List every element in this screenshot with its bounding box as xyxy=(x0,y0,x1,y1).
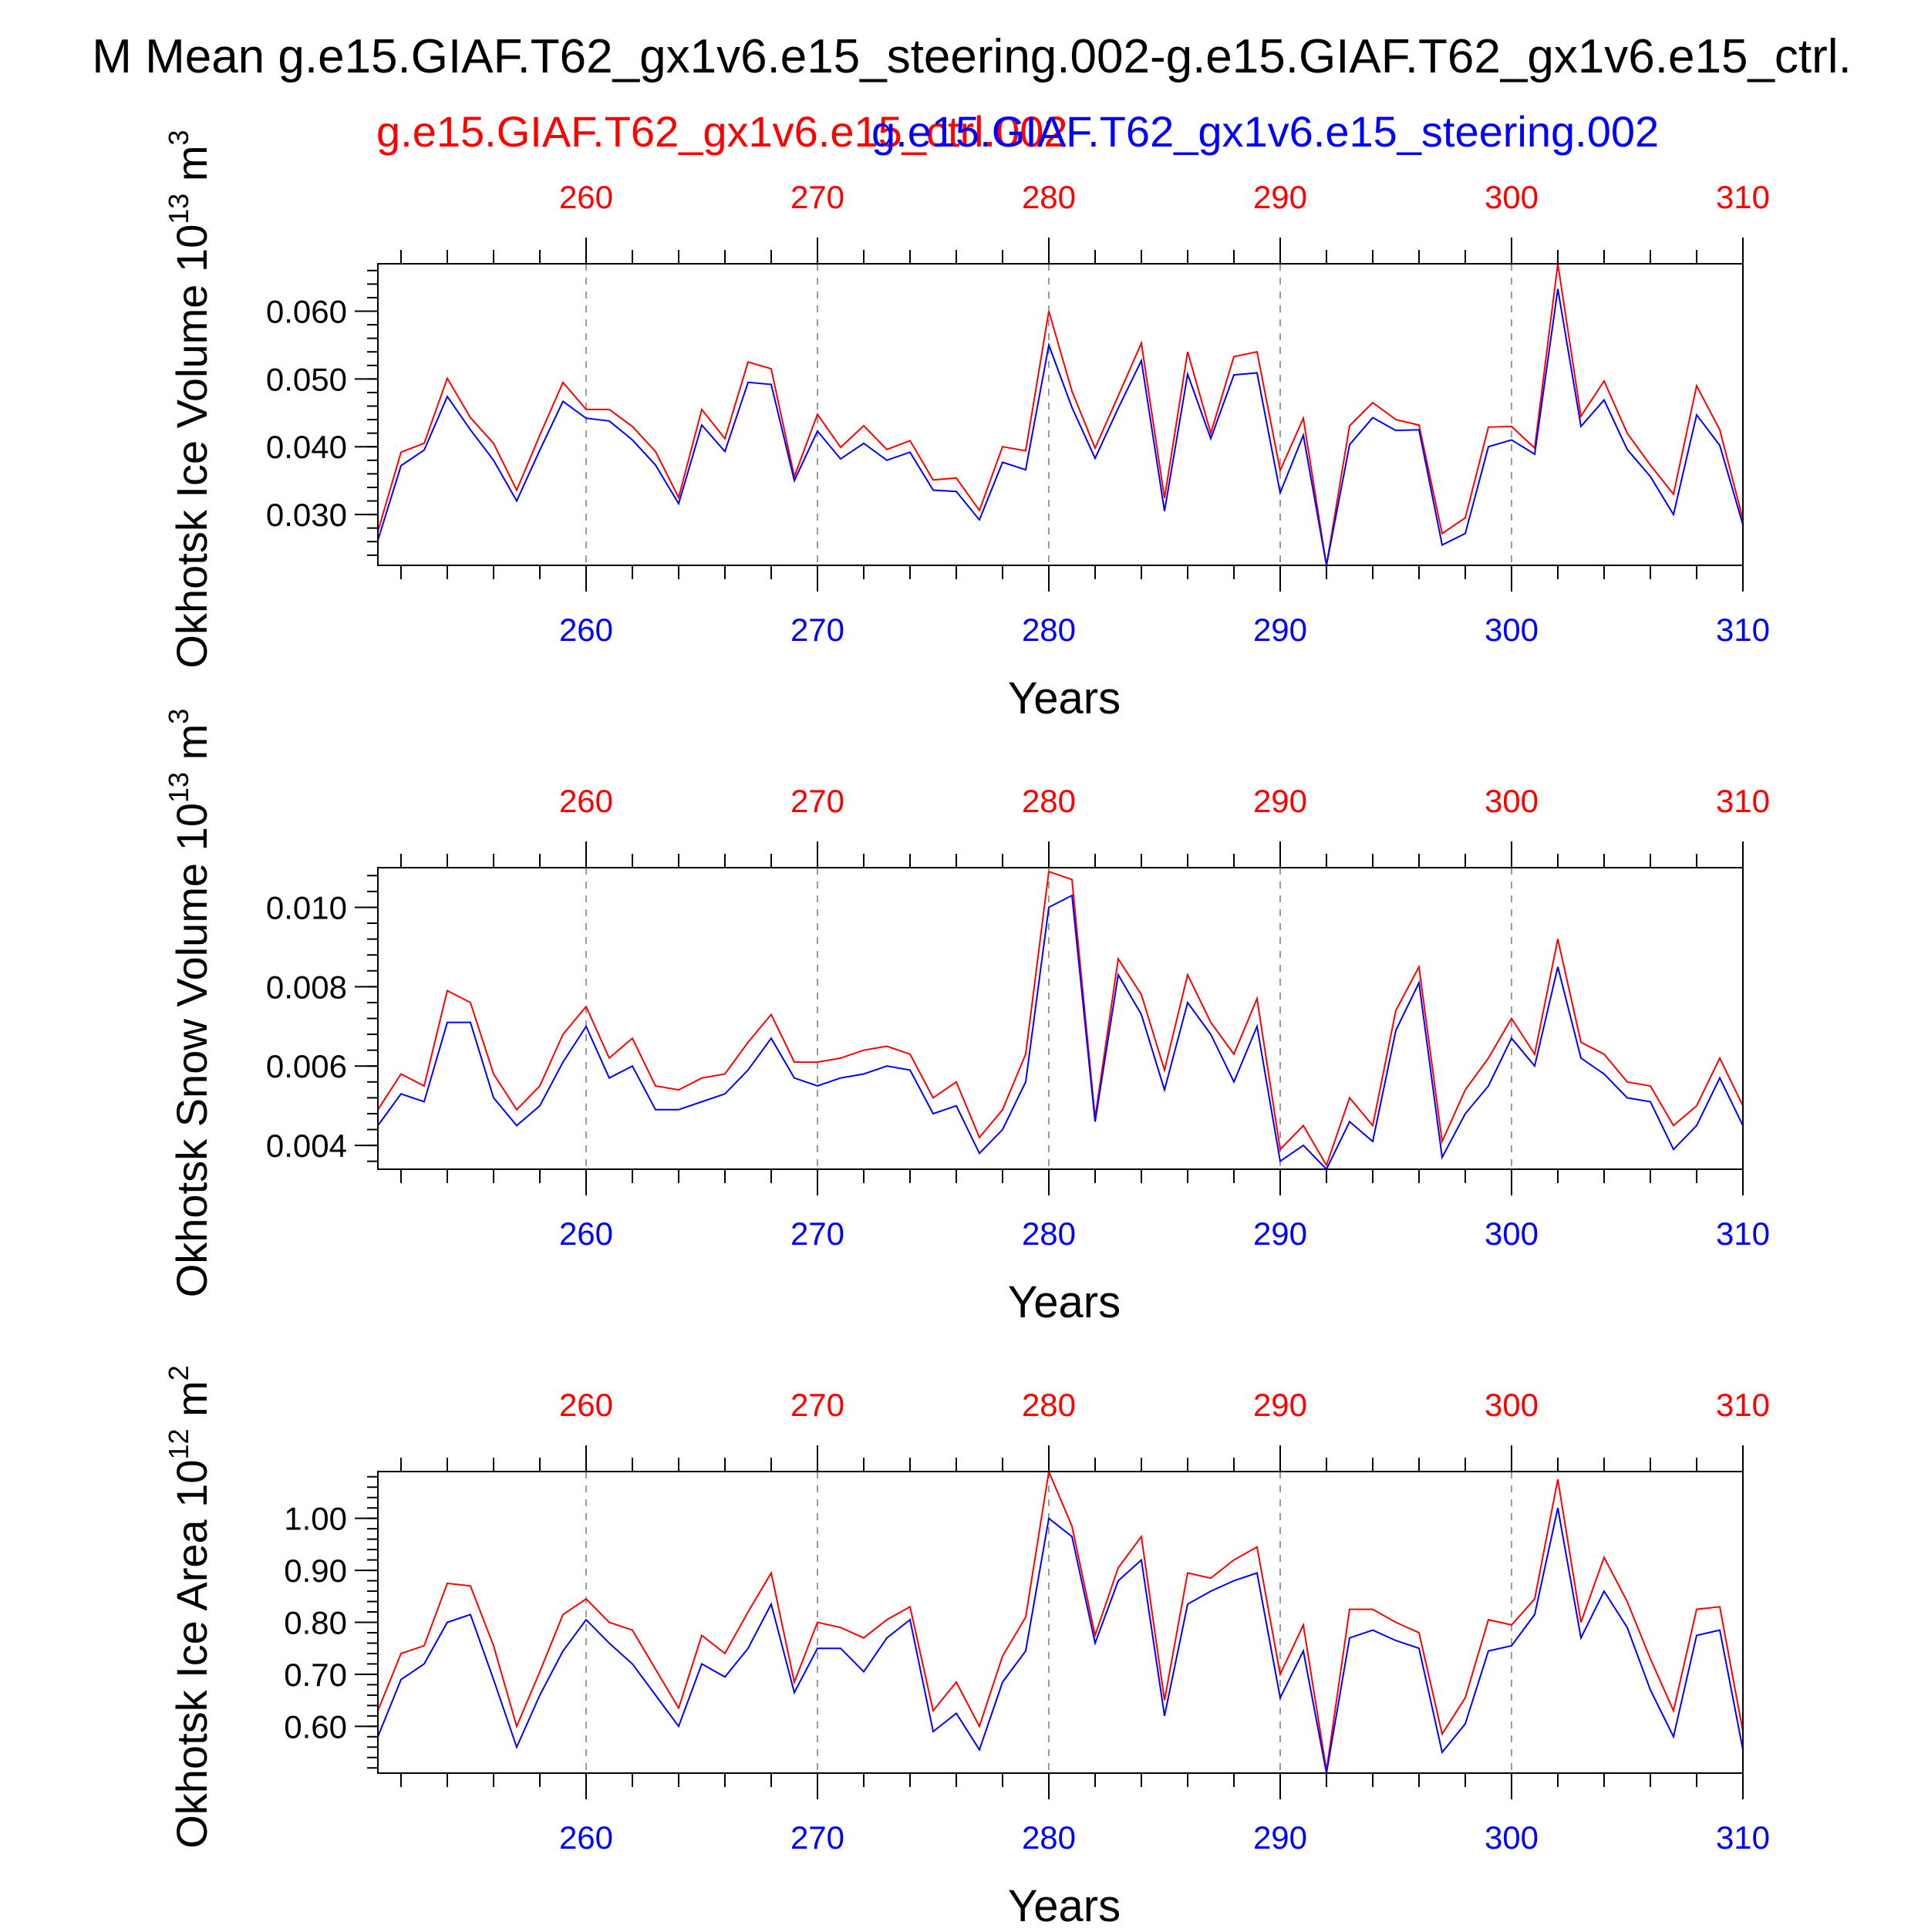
chart-panel-3: 0.60 0.70 0.80 0.90 1.00 260 260 270 270 280 280 29… xyxy=(163,1365,1770,1931)
x-tick-label-bottom: 280 xyxy=(1022,1216,1076,1252)
y-axis-label-part: 12 xyxy=(163,1428,194,1459)
y-tick-label: 1.00 xyxy=(284,1501,347,1537)
plot-frame xyxy=(377,263,1744,566)
y-tick-label: 0.70 xyxy=(284,1657,347,1693)
x-tick-label-top: 270 xyxy=(790,1387,844,1423)
x-axis-label: Years xyxy=(1008,1277,1121,1327)
x-tick-label-bottom: 300 xyxy=(1485,1819,1539,1856)
y-tick-label: 0.010 xyxy=(266,889,347,926)
y-axis-label-part: 13 xyxy=(163,772,194,803)
x-tick-label-top: 290 xyxy=(1253,179,1307,215)
y-axis-label-part: Okhotsk Ice Area 10 xyxy=(167,1460,216,1849)
y-axis-label-part: m xyxy=(167,145,216,193)
x-tick-label-top: 270 xyxy=(790,783,844,819)
x-tick-label-bottom: 300 xyxy=(1485,1216,1539,1252)
x-tick-label-bottom: 310 xyxy=(1716,612,1770,648)
x-tick-label-top: 270 xyxy=(790,179,844,215)
y-axis-label-part: m xyxy=(167,724,216,772)
y-tick-label: 0.60 xyxy=(284,1708,347,1745)
x-tick-label-bottom: 260 xyxy=(559,612,613,648)
plot-frame xyxy=(377,1471,1744,1774)
x-tick-label-top: 280 xyxy=(1022,179,1076,215)
y-axis-label-part: Okhotsk Snow Volume 10 xyxy=(167,803,216,1297)
x-tick-label-bottom: 280 xyxy=(1022,612,1076,648)
x-tick-label-top: 260 xyxy=(559,1387,613,1423)
y-axis-label: Okhotsk Ice Volume 1013 m3 xyxy=(163,130,216,668)
x-tick-label-bottom: 260 xyxy=(559,1216,613,1252)
y-axis-label-part: 2 xyxy=(163,1365,194,1381)
y-axis-label-part: 13 xyxy=(163,194,194,224)
y-tick-label: 0.030 xyxy=(266,497,347,533)
x-tick-label-bottom: 290 xyxy=(1253,1216,1307,1252)
x-tick-label-bottom: 290 xyxy=(1253,612,1307,648)
y-tick-label: 0.006 xyxy=(266,1048,347,1084)
y-axis-label-part: 3 xyxy=(163,709,194,724)
x-tick-label-bottom: 310 xyxy=(1716,1819,1770,1856)
x-tick-label-bottom: 270 xyxy=(790,1819,844,1856)
y-tick-label: 0.80 xyxy=(284,1605,347,1641)
plot-frame xyxy=(377,867,1744,1170)
x-tick-label-top: 310 xyxy=(1716,783,1770,819)
x-tick-label-bottom: 290 xyxy=(1253,1819,1307,1856)
chart-panel-2: 0.004 0.006 0.008 0.010 260 260 270 270 280 280 29… xyxy=(163,709,1770,1327)
y-tick-label: 0.060 xyxy=(266,294,347,330)
y-tick-label: 0.004 xyxy=(266,1128,347,1164)
x-tick-label-top: 300 xyxy=(1485,179,1539,215)
y-axis-label-part: Okhotsk Ice Volume 10 xyxy=(167,224,216,669)
x-tick-label-top: 300 xyxy=(1485,783,1539,819)
x-tick-label-top: 260 xyxy=(559,783,613,819)
legend-steering-label: g.e15.GIAF.T62_gx1v6.e15_steering.002 xyxy=(871,107,1660,156)
x-axis-label: Years xyxy=(1008,673,1121,723)
x-tick-label-top: 290 xyxy=(1253,1387,1307,1423)
x-tick-label-bottom: 270 xyxy=(790,612,844,648)
series-line-ctrl xyxy=(377,870,1744,1168)
y-tick-label: 0.90 xyxy=(284,1553,347,1589)
x-tick-label-top: 310 xyxy=(1716,1387,1770,1423)
series-line-ctrl xyxy=(377,1468,1744,1771)
x-tick-label-bottom: 260 xyxy=(559,1819,613,1856)
x-tick-label-top: 310 xyxy=(1716,179,1770,215)
x-tick-label-bottom: 270 xyxy=(790,1216,844,1252)
series-line-steering xyxy=(377,1507,1744,1774)
y-axis-label-part: m xyxy=(167,1381,216,1428)
chart-panel-1: 0.030 0.040 0.050 0.060 260 260 270 270 280 280 29… xyxy=(163,130,1770,723)
x-tick-label-top: 300 xyxy=(1485,1387,1539,1423)
x-tick-label-top: 290 xyxy=(1253,783,1307,819)
y-tick-label: 0.040 xyxy=(266,429,347,465)
x-tick-label-bottom: 300 xyxy=(1485,612,1539,648)
figure-title: M Mean g.e15.GIAF.T62_gx1v6.e15_steering… xyxy=(92,30,1852,83)
y-axis-label: Okhotsk Ice Area 1012 m2 xyxy=(163,1365,216,1849)
x-tick-label-top: 260 xyxy=(559,179,613,215)
x-tick-label-bottom: 280 xyxy=(1022,1819,1076,1856)
x-tick-label-bottom: 310 xyxy=(1716,1216,1770,1252)
x-tick-label-top: 280 xyxy=(1022,1387,1076,1423)
y-tick-label: 0.008 xyxy=(266,969,347,1005)
series-line-steering xyxy=(377,288,1744,566)
x-tick-label-top: 280 xyxy=(1022,783,1076,819)
x-axis-label: Years xyxy=(1008,1881,1121,1928)
series-line-steering xyxy=(377,894,1744,1171)
y-axis-label: Okhotsk Snow Volume 1013 m3 xyxy=(163,709,216,1298)
legend-ctrl-label: g.e15.GIAF.T62_gx1v6.e15_ctrl.002 xyxy=(376,107,1068,156)
series-line-ctrl xyxy=(377,263,1744,566)
y-axis-label-part: 3 xyxy=(163,130,194,145)
y-tick-label: 0.050 xyxy=(266,361,347,397)
